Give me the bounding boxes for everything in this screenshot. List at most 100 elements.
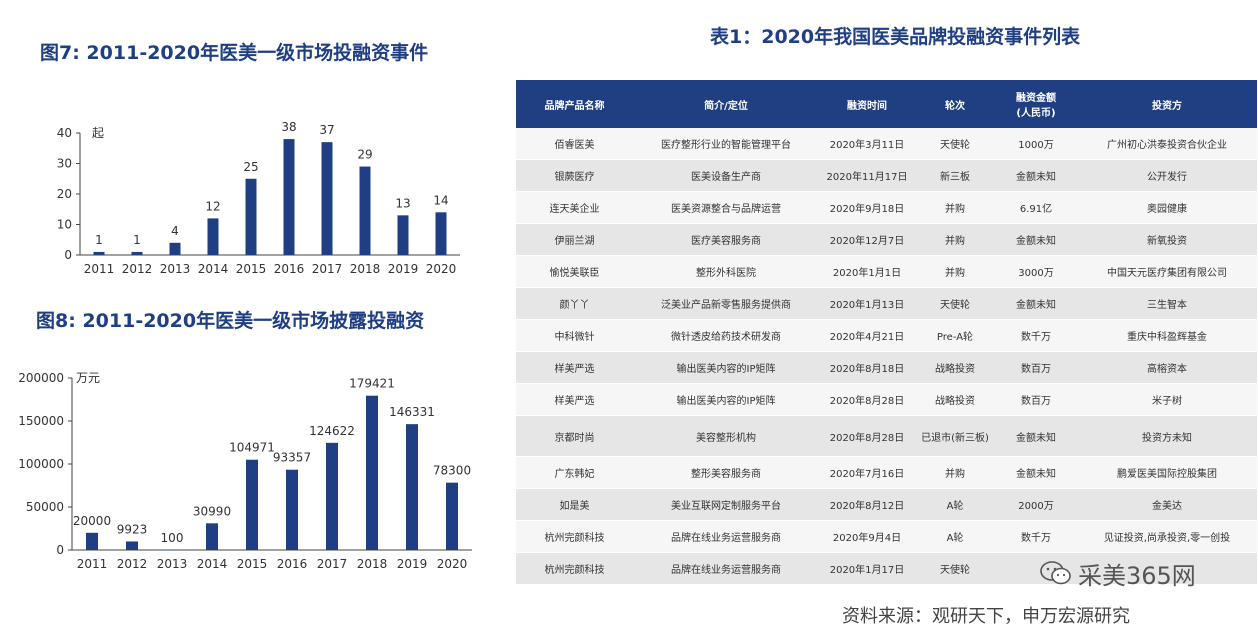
x-tick-label-2012: 2012 (122, 262, 153, 276)
table-row: 样美严选 输出医美内容的IP矩阵 2020年8月18日 战略投资 数百万 高榕资本 (516, 351, 1257, 384)
table-cell: 医美资源整合与品牌运营 (633, 191, 819, 224)
table-cell: 并购 (915, 191, 995, 224)
y-unit-label: 起 (92, 126, 104, 140)
table-cell: 金额未知 (995, 159, 1077, 192)
data-label-2016: 93357 (273, 451, 311, 465)
table-cell: 伊丽兰湖 (516, 223, 633, 256)
financing-table: 品牌产品名称 简介/定位 融资时间 轮次 融资金额 (人民币) 投资方 佰睿医美 医疗整形行业… (516, 80, 1257, 585)
x-tick-label-2011: 2011 (84, 262, 115, 276)
bar-2017 (321, 142, 333, 255)
table-cell: 2020年8月12日 (819, 488, 915, 521)
bar-2020 (446, 482, 458, 550)
data-label-2014: 30990 (193, 504, 231, 518)
table-cell: 数百万 (995, 383, 1077, 416)
data-label-2015: 25 (243, 160, 258, 174)
table-row: 伊丽兰湖 医疗美容服务商 2020年12月7日 并购 金额未知 新氧投资 (516, 223, 1257, 256)
table-cell: 品牌在线业务运营服务商 (633, 520, 819, 553)
chart8: 0 50000 100000 150000 200000 万元 20000 2011 9923 2… (18, 371, 472, 571)
table-body: 佰睿医美 医疗整形行业的智能管理平台 2020年3月11日 天使轮 1000万 广州初心洪… (516, 128, 1257, 585)
table-cell: 美容整形机构 (633, 415, 819, 457)
table-cell: 颜丫丫 (516, 287, 633, 320)
table-cell: 新三板 (915, 159, 995, 192)
x-tick-label-2018: 2018 (357, 557, 388, 571)
bar-2013 (166, 549, 178, 551)
x-tick-label-2013: 2013 (160, 262, 191, 276)
table-row: 银蕨医疗 医美设备生产商 2020年11月17日 新三板 金额未知 公开发行 (516, 159, 1257, 192)
x-tick-label-2014: 2014 (197, 557, 228, 571)
table-cell: 银蕨医疗 (516, 159, 633, 192)
table-cell: 天使轮 (915, 128, 995, 160)
bar-2015 (245, 178, 257, 255)
table-cell (1077, 552, 1257, 585)
table-row: 样美严选 输出医美内容的IP矩阵 2020年8月28日 战略投资 数百万 米子树 (516, 383, 1257, 416)
x-tick-label-2016: 2016 (274, 262, 305, 276)
table-cell: 重庆中科盈辉基金 (1077, 319, 1257, 352)
x-tick-label-2018: 2018 (350, 262, 381, 276)
data-label-2012: 1 (133, 233, 141, 247)
y-tick-label: 0 (56, 543, 64, 557)
table-cell: 见证投资,尚承投资,零一创投 (1077, 520, 1257, 553)
table-row: 如是美 美业互联网定制服务平台 2020年8月12日 A轮 2000万 金美达 (516, 488, 1257, 521)
table-cell: 2020年9月4日 (819, 520, 915, 553)
table-cell: 2020年8月28日 (819, 415, 915, 457)
table-row: 京都时尚 美容整形机构 2020年8月28日 已退市(新三板) 金额未知 投资方未知 (516, 415, 1257, 457)
data-label-2019: 146331 (389, 405, 435, 419)
table-cell: 2020年1月1日 (819, 255, 915, 288)
table-cell: 投资方未知 (1077, 415, 1257, 457)
x-tick-label-2013: 2013 (157, 557, 188, 571)
table-cell: 天使轮 (915, 552, 995, 585)
x-tick-label-2020: 2020 (437, 557, 468, 571)
data-label-2020: 14 (433, 193, 448, 207)
x-tick-label-2011: 2011 (77, 557, 108, 571)
data-label-2019: 13 (395, 196, 410, 210)
table-cell: 2020年3月11日 (819, 128, 915, 160)
bar-2011 (86, 532, 98, 550)
bar-2016 (286, 469, 298, 550)
table-cell: 广东韩妃 (516, 456, 633, 489)
table-header-row: 品牌产品名称 简介/定位 融资时间 轮次 融资金额 (人民币) 投资方 (516, 80, 1257, 128)
y-tick-label: 150000 (18, 414, 64, 428)
data-label-2017: 37 (319, 123, 334, 137)
x-tick-label-2012: 2012 (117, 557, 148, 571)
table-cell: 2020年8月18日 (819, 351, 915, 384)
bar-2020 (435, 212, 447, 255)
table-cell: 医美设备生产商 (633, 159, 819, 192)
table-header-2: 融资时间 (819, 80, 915, 128)
data-label-2011: 1 (95, 233, 103, 247)
table-cell: 并购 (915, 456, 995, 489)
y-tick-label: 200000 (18, 371, 64, 385)
watermark: 采美365网 (1078, 562, 1196, 590)
x-tick-label-2017: 2017 (312, 262, 343, 276)
chart8-title: 图8: 2011-2020年医美一级市场披露投融资 (36, 310, 425, 332)
bar-2012 (131, 251, 143, 255)
x-tick-label-2017: 2017 (317, 557, 348, 571)
data-label-2013: 100 (161, 531, 184, 545)
table-cell: 如是美 (516, 488, 633, 521)
table-row: 颜丫丫 泛美业产品新零售服务提供商 2020年1月13日 天使轮 金额未知 三生智本 (516, 287, 1257, 320)
table-cell: 2020年9月18日 (819, 191, 915, 224)
data-label-2015: 104971 (229, 441, 275, 455)
bar-2016 (283, 139, 295, 255)
table-cell: 连天美企业 (516, 191, 633, 224)
table-cell: 医疗整形行业的智能管理平台 (633, 128, 819, 160)
table-row: 连天美企业 医美资源整合与品牌运营 2020年9月18日 并购 6.91亿 奥园健康 (516, 191, 1257, 224)
table-cell: 2020年12月7日 (819, 223, 915, 256)
table-cell: 鹏爱医美国际控股集团 (1077, 456, 1257, 489)
table-cell: 愉悦美联臣 (516, 255, 633, 288)
table-cell: 样美严选 (516, 351, 633, 384)
table-cell: 奥园健康 (1077, 191, 1257, 224)
table-cell: 输出医美内容的IP矩阵 (633, 351, 819, 384)
source-note: 资料来源：观研天下，申万宏源研究 (842, 606, 1130, 627)
table-cell: 并购 (915, 223, 995, 256)
table-cell: 并购 (915, 255, 995, 288)
table-cell: 杭州完颜科技 (516, 552, 633, 585)
data-label-2020: 78300 (433, 464, 471, 478)
table-cell: 整形美容服务商 (633, 456, 819, 489)
table-cell: 医疗美容服务商 (633, 223, 819, 256)
table-cell: 2020年8月28日 (819, 383, 915, 416)
chart7-title: 图7: 2011-2020年医美一级市场投融资事件 (40, 42, 429, 64)
table-cell: 金额未知 (995, 287, 1077, 320)
data-label-2014: 12 (205, 199, 220, 213)
bar-2014 (207, 218, 219, 255)
table-cell: 2020年1月13日 (819, 287, 915, 320)
